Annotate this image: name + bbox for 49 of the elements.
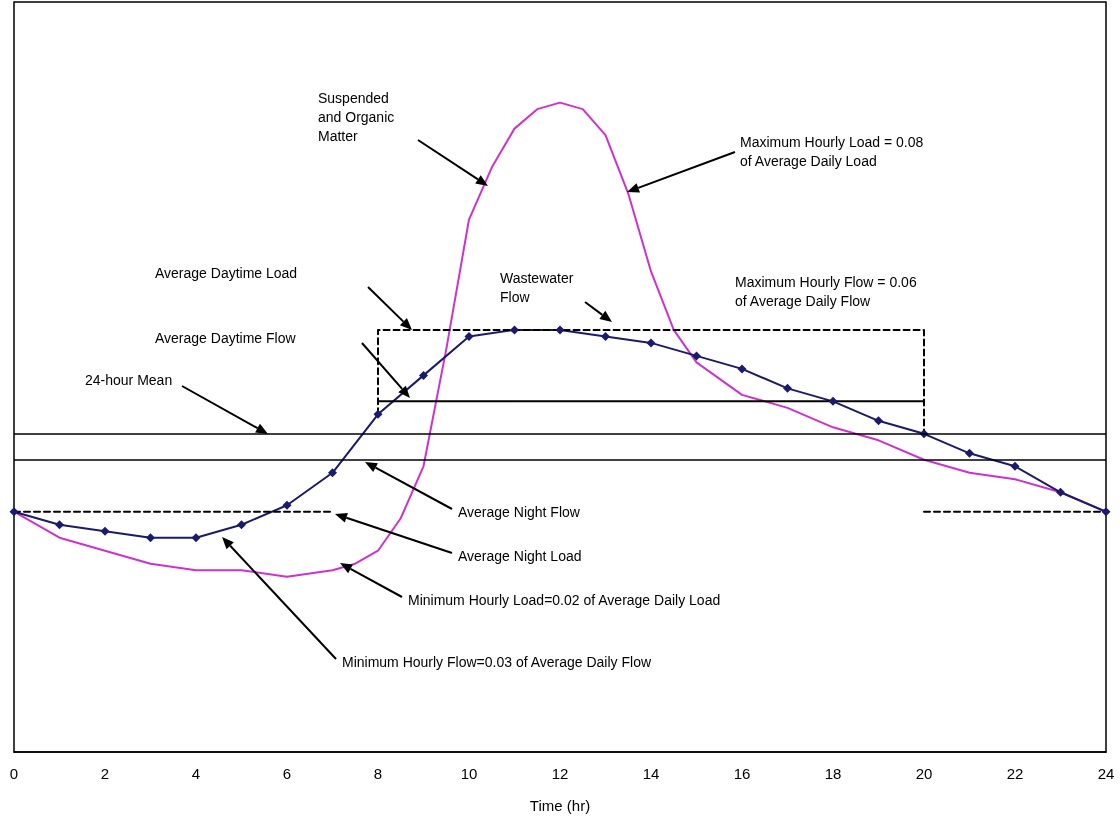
point bbox=[1010, 461, 1020, 471]
point bbox=[737, 364, 747, 374]
x-tick-label: 12 bbox=[551, 765, 569, 782]
annotation: Average Night Load bbox=[458, 547, 582, 564]
point bbox=[783, 383, 792, 393]
annotation: 24-hour Mean bbox=[85, 371, 173, 388]
x-tick-label: 8 bbox=[373, 765, 383, 782]
point bbox=[55, 520, 64, 530]
point bbox=[282, 500, 292, 510]
x-tick-label: 10 bbox=[460, 765, 478, 782]
point bbox=[100, 526, 110, 536]
x-tick-label: 14 bbox=[642, 765, 660, 782]
point bbox=[146, 533, 155, 543]
point bbox=[646, 338, 656, 348]
point bbox=[237, 520, 246, 530]
x-axis-title: Time (hr) bbox=[529, 797, 591, 814]
point bbox=[191, 533, 201, 543]
annotation: Average Daytime Flow bbox=[155, 329, 297, 346]
point bbox=[464, 331, 474, 341]
point bbox=[601, 331, 610, 341]
point bbox=[874, 416, 883, 426]
x-tick-label: 6 bbox=[282, 765, 292, 782]
annotation: Maximum Hourly Load = 0.08 of Average Daily Load bbox=[740, 133, 924, 169]
point bbox=[828, 396, 838, 406]
x-tick-label: 16 bbox=[733, 765, 751, 782]
x-tick-label: 20 bbox=[915, 765, 933, 782]
annotation: Suspended and Organic Matter bbox=[318, 89, 395, 144]
annotation: Average Daytime Load bbox=[155, 264, 298, 281]
x-tick-label: 0 bbox=[9, 765, 19, 782]
point bbox=[1101, 507, 1111, 517]
point bbox=[692, 351, 701, 361]
x-tick-label: 18 bbox=[824, 765, 842, 782]
point bbox=[1056, 487, 1065, 497]
point bbox=[373, 409, 383, 419]
x-tick-label: 24 bbox=[1097, 765, 1115, 782]
x-tick-label: 4 bbox=[191, 765, 201, 782]
x-tick-label: 2 bbox=[100, 765, 110, 782]
point bbox=[9, 507, 19, 517]
annotation: Wastewater Flow bbox=[500, 269, 574, 305]
x-tick-label: 22 bbox=[1006, 765, 1024, 782]
point bbox=[965, 448, 974, 458]
annotation: Maximum Hourly Flow = 0.06 of Average Daily Flow bbox=[735, 273, 917, 309]
annotation: Minimum Hourly Load=0.02 of Average Daily Load bbox=[408, 591, 721, 608]
point bbox=[555, 325, 565, 335]
annotation: Average Night Flow bbox=[458, 503, 581, 520]
annotation: Minimum Hourly Flow=0.03 of Average Daily Flow bbox=[342, 653, 652, 670]
point bbox=[328, 468, 337, 478]
point bbox=[419, 370, 428, 380]
point bbox=[510, 325, 519, 335]
